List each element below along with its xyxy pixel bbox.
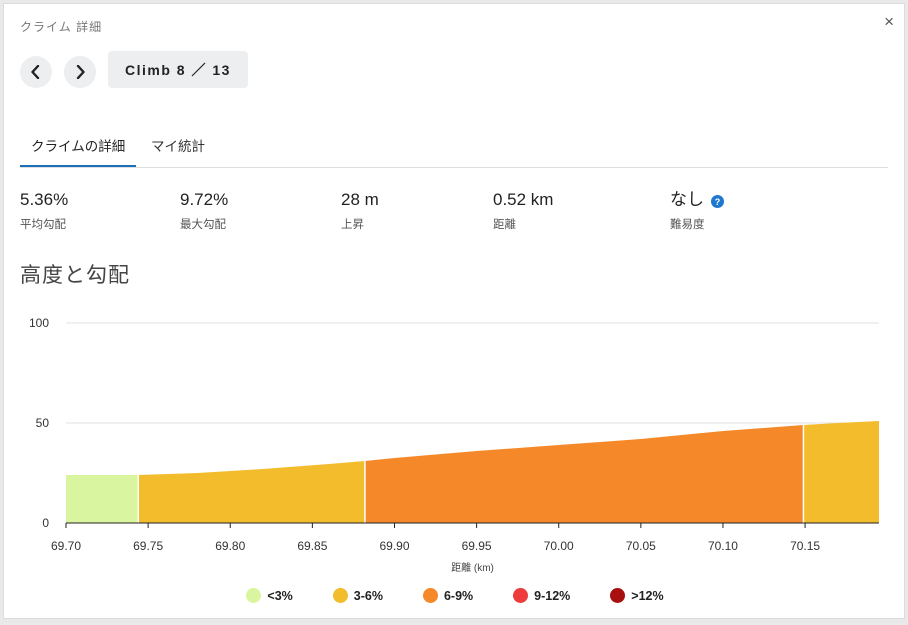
grade-segment-area [138,461,365,523]
x-tick-label: 69.90 [379,539,409,553]
x-tick-label: 70.10 [708,539,738,553]
stat-value: なし [670,190,704,209]
tab-my-stats[interactable]: マイ統計 [151,139,205,154]
legend-label: 3-6% [353,588,383,603]
y-tick-label: 50 [36,416,50,430]
x-tick-label: 70.05 [626,539,656,553]
legend-item[interactable]: >12% [610,588,664,603]
stat-ascent: 28 m 上昇 [341,190,379,232]
x-tick-label: 69.95 [462,539,492,553]
stat-value: 28 m [341,190,379,209]
legend-label: 6-9% [443,588,474,603]
legend-item[interactable]: <3% [246,588,293,603]
close-icon[interactable]: × [884,12,894,31]
x-axis-label: 距離 (km) [451,561,494,574]
legend-swatch [332,588,348,603]
y-tick-label: 0 [42,516,49,530]
stat-value: 5.36% [20,190,69,209]
x-tick-label: 70.00 [544,539,574,553]
stat-average-grade: 5.36% 平均勾配 [20,190,68,232]
stat-label: 平均勾配 [20,219,66,231]
legend-item[interactable]: 6-9% [422,588,474,603]
stat-value: 0.52 km [493,190,554,209]
stat-max-grade: 9.72% 最大勾配 [180,190,228,232]
previous-climb-button[interactable] [20,56,52,88]
section-title: 高度と勾配 [20,264,130,287]
x-tick-label: 69.85 [297,539,327,553]
stat-distance: 0.52 km 距離 [493,190,553,232]
chevron-right-icon [76,65,85,79]
tab-climb-details[interactable]: クライムの詳細 [20,136,137,167]
elevation-grade-chart: 0 50 100 69.70 69.75 69.80 69.85 69.90 69.95 70.0… [29,316,879,574]
grade-segment-area [364,425,804,523]
legend-swatch [246,588,262,603]
grade-segment-area [803,421,879,523]
tab-bar: クライムの詳細 マイ統計 [20,136,888,168]
x-tick-label: 70.15 [790,539,820,553]
y-tick-label: 100 [29,316,49,330]
legend-label: <3% [267,588,293,603]
stat-label: 最大勾配 [180,219,226,231]
legend-swatch [610,588,626,603]
climb-detail-dialog: クライム 詳細 × Climb 8 ／ 13 クライムの詳細 マイ統計 5.36… [3,3,905,619]
dialog-title: クライム 詳細 [20,20,103,34]
stat-label: 上昇 [341,219,364,231]
stat-value: 9.72% [180,190,229,209]
help-icon[interactable]: ? [711,195,724,208]
x-tick-label: 69.75 [133,539,163,553]
legend-label: >12% [631,588,664,603]
legend-item[interactable]: 9-12% [513,588,570,603]
chevron-left-icon [31,65,40,79]
stat-label: 距離 [493,219,516,231]
next-climb-button[interactable] [64,56,96,88]
stat-label: 難易度 [670,219,705,231]
legend-swatch [513,588,529,603]
stat-difficulty: なし? 難易度 [670,190,724,232]
legend-item[interactable]: 3-6% [332,588,383,603]
legend-label: 9-12% [534,588,571,603]
x-tick-label: 69.70 [51,539,81,553]
chart-legend: <3% 3-6% 6-9% 9-12% >12% [4,588,906,603]
legend-swatch [422,588,438,603]
climb-counter: Climb 8 ／ 13 [108,51,248,88]
x-tick-label: 69.80 [215,539,245,553]
grade-segment-area [66,475,139,523]
